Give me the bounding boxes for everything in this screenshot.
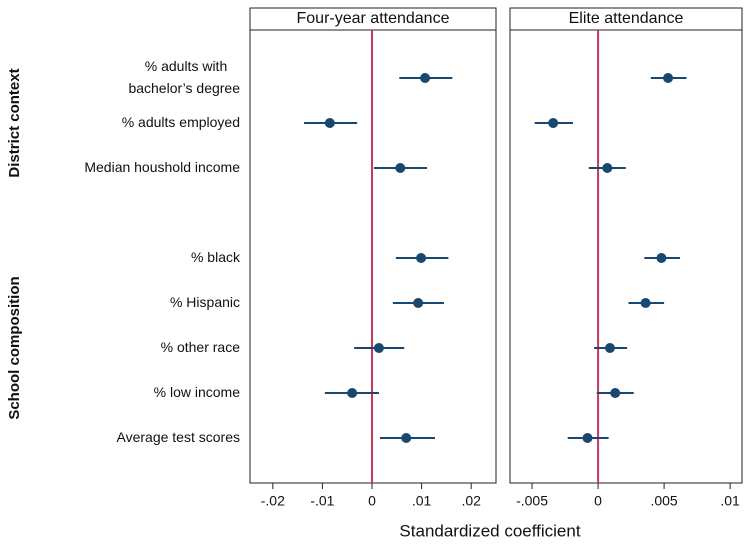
y-tick-label: % Hispanic	[170, 294, 240, 310]
x-axis-label: Standardized coefficient	[399, 521, 580, 540]
point-estimate	[416, 253, 427, 263]
plot-area	[509, 29, 743, 484]
x-tick-label: .01	[720, 493, 740, 509]
x-tick-label: .005	[650, 493, 677, 509]
point-estimate	[604, 343, 615, 353]
point-estimate	[395, 163, 406, 173]
y-tick-label: Average test scores	[117, 429, 240, 445]
point-estimate	[413, 298, 424, 308]
point-estimate	[324, 118, 335, 128]
y-tick-label: % adults employed	[122, 114, 240, 130]
group-label: School composition	[6, 276, 23, 419]
y-tick-label: % black	[191, 249, 241, 265]
y-tick-label: % low income	[154, 384, 241, 400]
group-label: District context	[6, 68, 23, 177]
point-estimate	[401, 433, 412, 443]
y-tick-label: Median houshold income	[84, 159, 240, 175]
x-tick-label: -.01	[310, 493, 334, 509]
x-tick-label: .02	[461, 493, 481, 509]
x-tick-label: -.005	[516, 493, 548, 509]
x-tick-label: .01	[412, 493, 432, 509]
point-estimate	[548, 118, 559, 128]
point-estimate	[610, 388, 621, 398]
point-estimate	[373, 343, 384, 353]
y-tick-label: % other race	[161, 339, 241, 355]
point-estimate	[347, 388, 358, 398]
point-estimate	[602, 163, 613, 173]
point-estimate	[420, 73, 431, 83]
x-tick-label: 0	[368, 493, 376, 509]
point-estimate	[656, 253, 667, 263]
point-estimate	[640, 298, 651, 308]
x-tick-label: 0	[594, 493, 602, 509]
point-estimate	[582, 433, 593, 443]
point-estimate	[663, 73, 674, 83]
y-tick-label: % adults with bachelor’s degree	[128, 58, 240, 96]
x-tick-label: -.02	[261, 493, 285, 509]
panel-title: Four-year attendance	[297, 10, 450, 27]
panel-title: Elite attendance	[569, 10, 684, 27]
